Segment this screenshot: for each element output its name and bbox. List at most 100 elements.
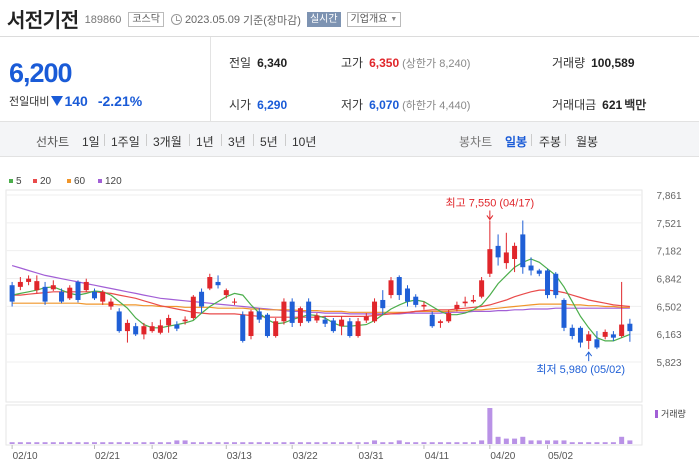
- volume-label: 거래량: [552, 56, 586, 70]
- candle-body: [421, 304, 427, 307]
- candle-monthly[interactable]: 월봉: [576, 135, 599, 149]
- candle-body: [157, 325, 163, 333]
- candle-weekly[interactable]: 주봉: [539, 135, 562, 149]
- period-1y[interactable]: 1년: [196, 135, 214, 149]
- volume-bar: [355, 442, 361, 444]
- volume-bar: [289, 442, 295, 444]
- candle-body: [553, 273, 559, 296]
- volume-bar: [330, 442, 336, 444]
- candle-body: [83, 281, 89, 291]
- period-3y[interactable]: 3년: [228, 135, 246, 149]
- candle-body: [182, 319, 188, 322]
- high-value: 6,350: [369, 56, 400, 70]
- volume-bar: [627, 440, 633, 444]
- volume-bar: [586, 442, 592, 444]
- down-triangle-icon: [51, 96, 64, 106]
- candle-daily[interactable]: 일봉: [505, 135, 528, 149]
- period-1d[interactable]: 1일: [82, 135, 100, 149]
- line-chart-tab[interactable]: 선차트: [36, 135, 70, 149]
- volume-bar: [9, 442, 15, 444]
- period-5y[interactable]: 5년: [260, 135, 278, 149]
- candle-body: [248, 311, 254, 337]
- candle-body: [520, 234, 526, 268]
- prev-close-cell: 전일 6,340: [229, 54, 287, 71]
- volume-bar: [363, 442, 369, 444]
- chevron-down-icon: ▼: [390, 16, 398, 23]
- volume-bar: [372, 440, 378, 444]
- volume-bars: [9, 408, 633, 444]
- candle-body: [594, 339, 600, 348]
- candle-body: [50, 285, 56, 290]
- volume-bar: [470, 442, 476, 444]
- legend-label-120: 120: [105, 176, 122, 187]
- volume-bar: [256, 442, 262, 444]
- volume-bar: [50, 442, 56, 444]
- volume-bar: [610, 442, 616, 444]
- current-price: 6,200: [9, 58, 73, 88]
- amount-cell: 거래대금 621 백만: [552, 96, 646, 113]
- volume-bar: [503, 438, 509, 444]
- volume-bar: [281, 442, 287, 444]
- candle-body: [396, 277, 402, 296]
- candle-body: [363, 316, 369, 321]
- candle-body: [619, 324, 625, 337]
- high-cell: 고가 6,350 (상한가 8,240): [341, 54, 470, 71]
- x-tick-label: 03/13: [227, 451, 252, 462]
- candle-body: [404, 288, 410, 302]
- volume-bar: [42, 442, 48, 444]
- volume-bar: [91, 442, 97, 444]
- candle-body: [627, 323, 633, 332]
- prev-close-label: 전일: [229, 56, 252, 70]
- volume-bar: [174, 440, 180, 444]
- candle-body: [141, 326, 147, 335]
- candle-body: [256, 311, 262, 320]
- upper-limit: (상한가 8,240): [402, 58, 471, 70]
- candle-body: [199, 291, 205, 307]
- candle-body: [536, 270, 542, 274]
- ma-line-120: [11, 265, 630, 315]
- candle-body: [190, 296, 196, 318]
- candle-body: [545, 270, 551, 296]
- volume-bar: [462, 442, 468, 444]
- divider: [565, 134, 566, 146]
- realtime-button[interactable]: 실시간: [306, 12, 341, 27]
- low-annotation: 최저 5,980 (05/02): [536, 363, 625, 376]
- candlestick-chart[interactable]: 5 20 60 120 7,861 7,521 7,182 6,842 6,502 6,1…: [0, 170, 699, 467]
- lower-limit: (하한가 4,440): [402, 100, 471, 112]
- candle-body: [314, 315, 320, 321]
- low-value: 6,070: [369, 98, 400, 112]
- volume-bar: [594, 442, 600, 444]
- high-label: 고가: [341, 56, 364, 70]
- open-label: 시가: [229, 98, 252, 112]
- candle-body: [339, 319, 345, 327]
- quote-basis: 기준(장마감): [243, 14, 301, 27]
- candle-body: [372, 301, 378, 322]
- volume-bar: [248, 442, 254, 444]
- y-tick-label: 6,502: [656, 302, 681, 313]
- company-overview-label: 기업개요: [350, 14, 388, 25]
- ma-line-5: [11, 258, 631, 342]
- candle-body: [9, 285, 15, 302]
- candle-body: [380, 299, 386, 309]
- candle-chart-tab[interactable]: 봉차트: [459, 135, 493, 149]
- price-panel: 6,200 전일대비 140 -2.21% 전일 6,340 고가 6,350 …: [0, 36, 699, 121]
- volume-bar: [553, 440, 559, 444]
- candle-body: [569, 327, 575, 337]
- low-cell: 저가 6,070 (하한가 4,440): [341, 96, 470, 113]
- x-tick-label: 04/11: [425, 451, 450, 462]
- candle-body: [322, 319, 328, 324]
- period-10y[interactable]: 10년: [292, 135, 317, 149]
- candle-body: [503, 252, 509, 264]
- volume-bar: [545, 440, 551, 444]
- legend-swatch-5: [9, 179, 13, 183]
- ma-legend: 5 20 60 120: [9, 176, 122, 187]
- y-tick-label: 7,182: [656, 247, 681, 258]
- candle-body: [207, 277, 213, 289]
- volume-bar: [26, 442, 32, 444]
- company-overview-dropdown[interactable]: 기업개요 ▼: [346, 12, 402, 27]
- volume-bar: [75, 442, 81, 444]
- period-3m[interactable]: 3개월: [153, 135, 182, 149]
- candle-body: [330, 320, 336, 332]
- divider: [531, 134, 532, 146]
- period-1w[interactable]: 1주일: [111, 135, 140, 149]
